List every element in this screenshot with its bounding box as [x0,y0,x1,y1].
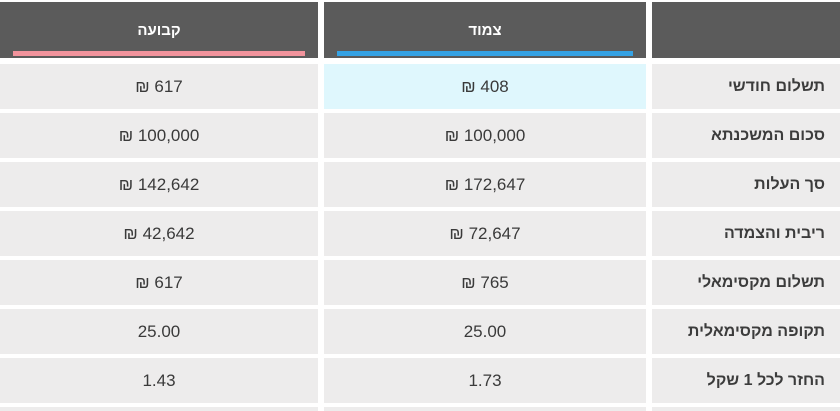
linked-value-cell: ₪ 408 [324,64,646,109]
linked-value-cell: 25.00 [324,309,646,354]
fixed-accent-bar [13,51,305,56]
fixed-value-cell: ₪ 617 [0,260,318,305]
fixed-value-cell: ₪ 100,000 [0,113,318,158]
row-label: תשלום חודשי [652,64,840,109]
table-row: סכום המשכנתא ₪ 100,000 ₪ 100,000 [0,113,840,158]
table-row: תשלום מקסימאלי ₪ 765 ₪ 617 [0,260,840,305]
linked-accent-bar [337,51,633,56]
fixed-value-cell: 25.00 [0,309,318,354]
table-row: החזר לכל 1 שקל 1.73 1.43 [0,358,840,403]
table-row: סך העלות ₪ 172,647 ₪ 142,642 [0,162,840,207]
row-label: תשלום מקסימאלי [652,260,840,305]
table-row: תשלום חודשי ₪ 408 ₪ 617 [0,64,840,109]
linked-value-cell [324,407,646,411]
row-label: ריבית והצמדה [652,211,840,256]
linked-value-cell: ₪ 765 [324,260,646,305]
row-label: החזר לכל 1 שקל [652,358,840,403]
fixed-value-cell: ₪ 617 [0,64,318,109]
column-header-fixed-label: קבועה [137,21,181,39]
linked-value-cell: ₪ 100,000 [324,113,646,158]
table-row-partial [0,407,840,411]
linked-value-cell: ₪ 72,647 [324,211,646,256]
fixed-value-cell: ₪ 42,642 [0,211,318,256]
linked-value-cell: 1.73 [324,358,646,403]
column-header-linked-label: צמוד [468,21,502,39]
fixed-value-cell: 1.43 [0,358,318,403]
column-header-linked[interactable]: צמוד [324,2,646,58]
table-header-row: צמוד קבועה [0,2,840,58]
table-row: תקופה מקסימאלית 25.00 25.00 [0,309,840,354]
row-label: סכום המשכנתא [652,113,840,158]
table-row: ריבית והצמדה ₪ 72,647 ₪ 42,642 [0,211,840,256]
linked-value-cell: ₪ 172,647 [324,162,646,207]
row-label: סך העלות [652,162,840,207]
fixed-value-cell: ₪ 142,642 [0,162,318,207]
row-label: תקופה מקסימאלית [652,309,840,354]
column-header-labels [652,2,840,58]
column-header-fixed[interactable]: קבועה [0,2,318,58]
fixed-value-cell [0,407,318,411]
row-label [652,407,840,411]
